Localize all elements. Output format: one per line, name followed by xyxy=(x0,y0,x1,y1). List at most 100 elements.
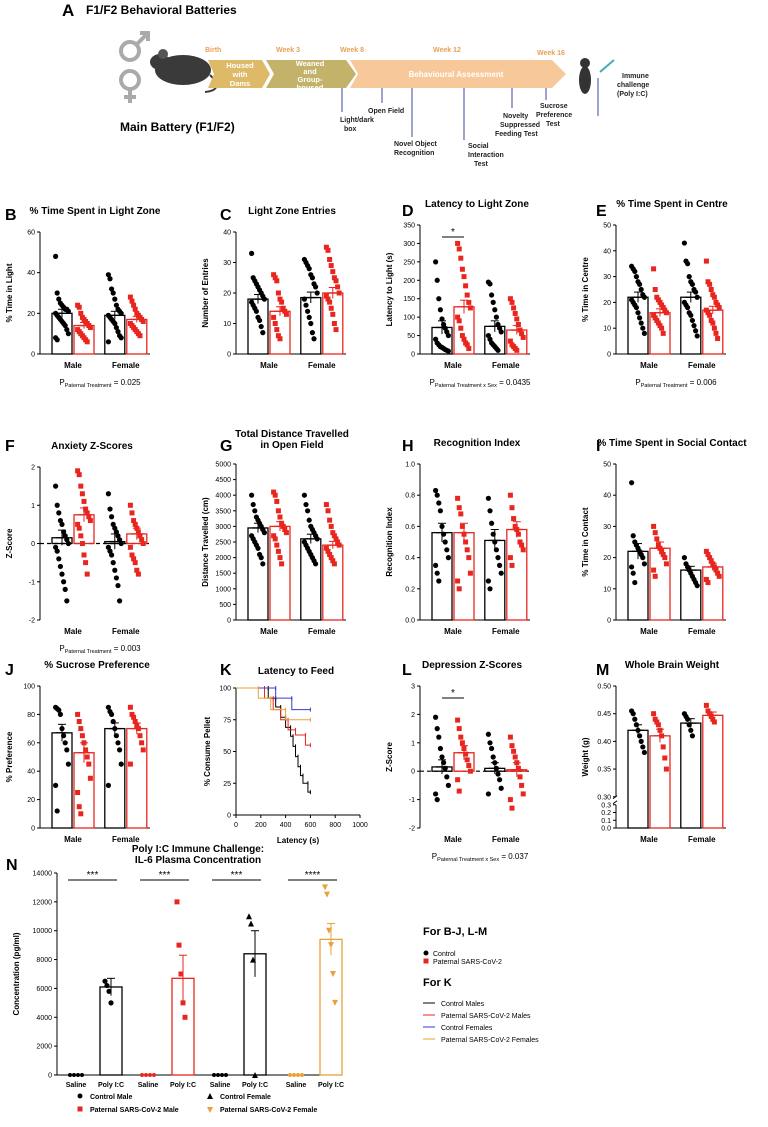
panel-f: F Anxiety Z-Scores Z-Score -2 -1 0 1 2 Male Femal… xyxy=(5,438,150,655)
data-point xyxy=(705,708,711,714)
data-point xyxy=(105,339,111,345)
tp-week12: Week 12 xyxy=(433,47,461,54)
data-point xyxy=(324,891,330,898)
data-point xyxy=(433,791,439,797)
x-category-label: Saline xyxy=(66,1082,87,1089)
data-point xyxy=(681,240,688,246)
data-point xyxy=(323,244,329,250)
test-nor-2: Recognition xyxy=(394,150,434,157)
data-point xyxy=(635,727,641,733)
y-tick-label: 0.3 xyxy=(601,802,611,809)
x-category-label: Male xyxy=(64,361,82,370)
data-point xyxy=(456,505,462,511)
chart-title: % Time Spent in Social Contact xyxy=(597,438,747,449)
data-point xyxy=(660,744,666,750)
data-point xyxy=(434,277,440,283)
data-point xyxy=(685,304,691,311)
y-tick-label: 4000 xyxy=(215,493,231,500)
data-point xyxy=(75,790,81,795)
data-point xyxy=(638,320,644,326)
data-point xyxy=(715,302,721,308)
y-axis-label: % Time in Light xyxy=(5,263,14,322)
data-point xyxy=(633,274,640,280)
x-category-label: Male xyxy=(640,627,658,636)
x-tick-label: 0 xyxy=(234,822,238,829)
data-point xyxy=(455,314,461,320)
data-point xyxy=(105,782,111,789)
data-point xyxy=(694,583,700,589)
x-category-label: Female xyxy=(688,361,716,370)
data-point xyxy=(487,586,493,592)
data-point xyxy=(517,774,523,780)
data-point xyxy=(137,333,143,339)
data-point xyxy=(277,514,283,520)
data-point xyxy=(75,521,81,527)
data-point xyxy=(458,325,464,331)
data-point xyxy=(485,578,491,584)
data-point xyxy=(271,272,277,278)
data-point xyxy=(686,274,692,280)
data-point xyxy=(507,555,513,561)
data-point xyxy=(464,292,470,298)
panel-i: I% Time Spent in Social Contact % Time in… xyxy=(581,438,747,636)
y-tick-label: 20 xyxy=(27,311,35,318)
x-category-label: Female xyxy=(688,627,716,636)
data-point xyxy=(703,702,709,708)
data-point xyxy=(330,971,336,977)
data-point xyxy=(305,308,311,314)
data-point xyxy=(65,761,71,767)
data-point xyxy=(442,765,448,771)
data-point xyxy=(274,542,280,548)
data-point xyxy=(688,312,694,318)
legend-bj-title: For B-J, L-M xyxy=(423,926,487,938)
legend-control-label: Control xyxy=(433,951,456,958)
data-point xyxy=(109,711,115,718)
data-point xyxy=(139,740,145,746)
data-point xyxy=(655,722,661,728)
test-social-1: Social xyxy=(468,143,489,150)
data-point xyxy=(303,501,309,508)
data-point xyxy=(492,307,498,313)
data-point xyxy=(135,529,141,535)
data-point xyxy=(76,804,82,810)
chart-title: Total Distance Travelled xyxy=(235,429,349,440)
data-point xyxy=(497,777,503,783)
data-point xyxy=(641,561,648,567)
data-point xyxy=(83,747,89,753)
data-point xyxy=(131,556,137,562)
data-point xyxy=(261,530,267,536)
y-tick-label: 6000 xyxy=(36,986,52,993)
data-point xyxy=(117,747,123,753)
data-point xyxy=(277,336,283,342)
data-point xyxy=(327,517,333,523)
chart-title: Poly I:C Immune Challenge: xyxy=(132,844,264,855)
panel-m: M Whole Brain Weight Weight (g) 0.30 0.35 0.4… xyxy=(581,660,726,844)
bar-male-paternal xyxy=(649,735,671,829)
data-point xyxy=(53,483,59,489)
data-point xyxy=(272,321,278,326)
data-point xyxy=(455,717,461,723)
data-point xyxy=(715,570,721,576)
data-point xyxy=(715,336,721,342)
data-point xyxy=(705,580,711,586)
data-point xyxy=(127,544,133,550)
data-point xyxy=(79,491,85,497)
chart-title: Depression Z-Scores xyxy=(422,660,522,671)
data-point xyxy=(56,510,62,516)
data-point xyxy=(512,523,518,529)
data-point xyxy=(507,734,513,740)
data-point xyxy=(275,548,281,554)
data-point xyxy=(707,711,713,717)
y-tick-label: 100 xyxy=(219,686,231,693)
y-tick-label: 30 xyxy=(223,260,231,267)
immune-2: challenge xyxy=(617,82,649,89)
data-point xyxy=(489,745,495,752)
y-axis-label: % Preference xyxy=(5,731,14,782)
y-tick-label: 0.30 xyxy=(597,794,611,801)
weaned-line-4: housed xyxy=(297,83,324,92)
data-point xyxy=(498,329,504,335)
data-point xyxy=(466,763,472,769)
data-point xyxy=(685,261,691,267)
data-point xyxy=(107,276,113,282)
data-point xyxy=(280,523,286,529)
